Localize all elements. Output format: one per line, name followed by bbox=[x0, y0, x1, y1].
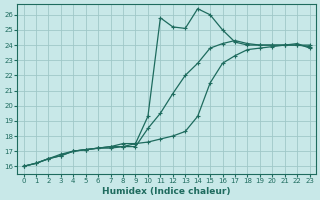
X-axis label: Humidex (Indice chaleur): Humidex (Indice chaleur) bbox=[102, 187, 231, 196]
